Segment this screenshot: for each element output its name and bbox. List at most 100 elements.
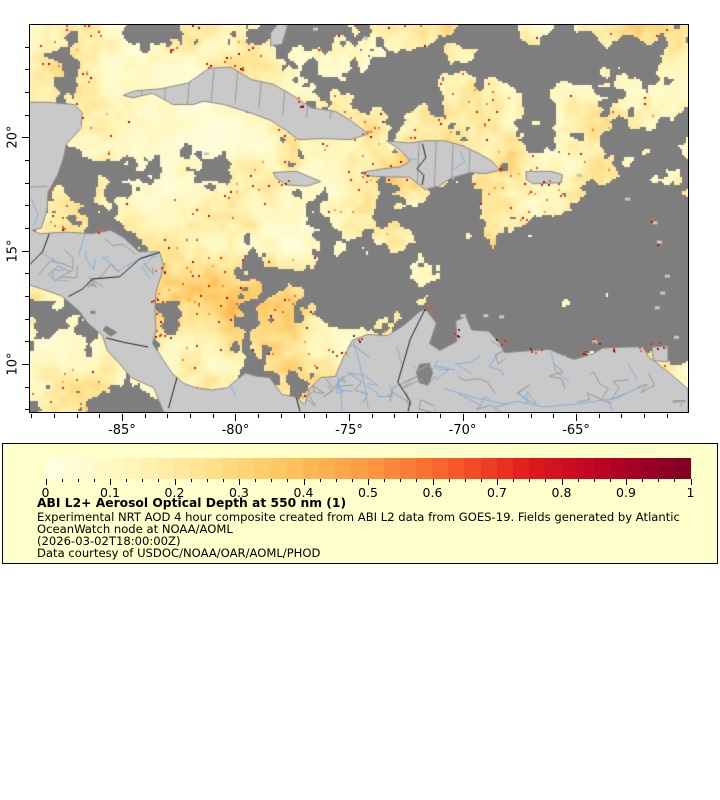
colorbar-tick	[513, 479, 515, 482]
legend-title: ABI L2+ Aerosol Optical Depth at 550 nm …	[37, 496, 347, 510]
y-tick-label: 15°	[5, 239, 21, 263]
x-tick	[371, 414, 373, 418]
x-tick	[621, 414, 623, 418]
colorbar-tick	[351, 479, 353, 482]
x-tick	[462, 414, 464, 421]
y-tick	[25, 160, 29, 162]
x-tick	[394, 414, 396, 418]
y-tick	[25, 295, 29, 297]
x-tick	[485, 414, 487, 418]
colorbar-tick-label: 0.4	[293, 485, 314, 500]
y-tick	[25, 46, 29, 48]
colorbar-tick	[384, 479, 386, 482]
colorbar-tick-label: 0.9	[616, 485, 636, 500]
colorbar-tick	[690, 479, 692, 485]
y-tick	[25, 69, 29, 71]
x-tick	[144, 414, 146, 418]
legend-courtesy: Data courtesy of USDOC/NOAA/OAR/AOML/PHO…	[37, 546, 321, 560]
colorbar-tick	[126, 479, 128, 482]
y-tick	[25, 386, 29, 388]
y-tick	[25, 182, 29, 184]
colorbar-tick-label: 0.8	[551, 485, 572, 500]
x-tick	[31, 414, 33, 418]
colorbar-tick	[593, 479, 595, 482]
legend-text: ABI L2+ Aerosol Optical Depth at 550 nm …	[37, 496, 707, 559]
x-tick-label: -70°	[448, 423, 477, 438]
x-tick	[417, 414, 419, 418]
aod-map-canvas	[30, 25, 688, 412]
colorbar-tick	[577, 479, 579, 482]
y-tick	[25, 205, 29, 207]
colorbar-tick-label: 1	[686, 485, 695, 500]
colorbar-tick-label: 0.6	[422, 485, 443, 500]
colorbar-tick	[626, 479, 627, 485]
colorbar-tick	[480, 479, 482, 482]
x-tick-label: -80°	[221, 423, 250, 438]
colorbar-tick	[448, 479, 450, 482]
y-tick	[25, 273, 29, 275]
colorbar-tick	[609, 479, 611, 482]
x-tick	[439, 414, 441, 418]
colorbar-tick-label: 0.1	[100, 485, 120, 500]
x-tick	[280, 414, 282, 418]
x-tick	[598, 414, 600, 418]
colorbar-tick	[61, 479, 63, 482]
y-tick	[25, 318, 29, 320]
colorbar-tick	[368, 479, 369, 485]
x-tick	[326, 414, 328, 418]
x-tick	[576, 414, 578, 421]
colorbar-tick-label: 0.2	[164, 485, 185, 500]
colorbar-tick-label: 0.7	[487, 485, 507, 500]
x-tick	[258, 414, 260, 418]
x-tick	[507, 414, 509, 418]
colorbar-tick	[642, 479, 644, 482]
x-tick	[212, 414, 214, 418]
legend-description-line1: Experimental NRT AOD 4 hour composite cr…	[37, 510, 680, 524]
colorbar-tick	[206, 479, 208, 482]
x-tick	[644, 414, 646, 418]
y-tick-label: 20°	[5, 125, 21, 149]
colorbar-tick	[93, 479, 95, 482]
y-tick	[22, 250, 29, 252]
y-tick-label: 10°	[5, 352, 21, 376]
y-tick	[25, 114, 29, 116]
colorbar-tick	[77, 479, 79, 482]
colorbar-tick	[222, 479, 224, 482]
colorbar-tick	[158, 479, 160, 482]
colorbar-tick	[142, 479, 144, 482]
x-tick	[190, 414, 192, 418]
x-tick	[235, 414, 237, 421]
colorbar-tick	[190, 479, 192, 482]
x-tick	[349, 414, 350, 421]
colorbar-tick	[335, 479, 337, 482]
colorbar-tick	[110, 479, 111, 485]
y-tick	[25, 228, 29, 230]
colorbar-tick	[545, 479, 547, 482]
y-tick	[22, 137, 29, 139]
colorbar-tick-label: 0	[41, 485, 50, 500]
colorbar-tick	[287, 479, 289, 482]
colorbar-tick	[45, 479, 47, 485]
colorbar-tick	[561, 479, 563, 485]
colorbar-tick-label: 0.5	[358, 485, 378, 500]
colorbar-tick	[416, 479, 418, 482]
colorbar-tick	[239, 479, 240, 485]
map-frame	[29, 24, 689, 413]
colorbar-tick	[303, 479, 305, 485]
x-tick	[99, 414, 101, 418]
colorbar-tick	[658, 479, 660, 482]
legend-timestamp: (2026-03-02T18:00:00Z)	[37, 534, 181, 548]
colorbar	[45, 458, 691, 479]
colorbar-tick	[174, 479, 176, 485]
x-tick-label: -75°	[335, 423, 363, 438]
colorbar-tick	[432, 479, 434, 485]
y-tick	[25, 409, 29, 411]
colorbar-tick	[529, 479, 531, 482]
x-tick	[530, 414, 532, 418]
colorbar-tick	[464, 479, 466, 482]
x-tick	[121, 414, 123, 421]
colorbar-tick	[497, 479, 498, 485]
y-tick	[25, 341, 29, 343]
colorbar-tick	[255, 479, 257, 482]
